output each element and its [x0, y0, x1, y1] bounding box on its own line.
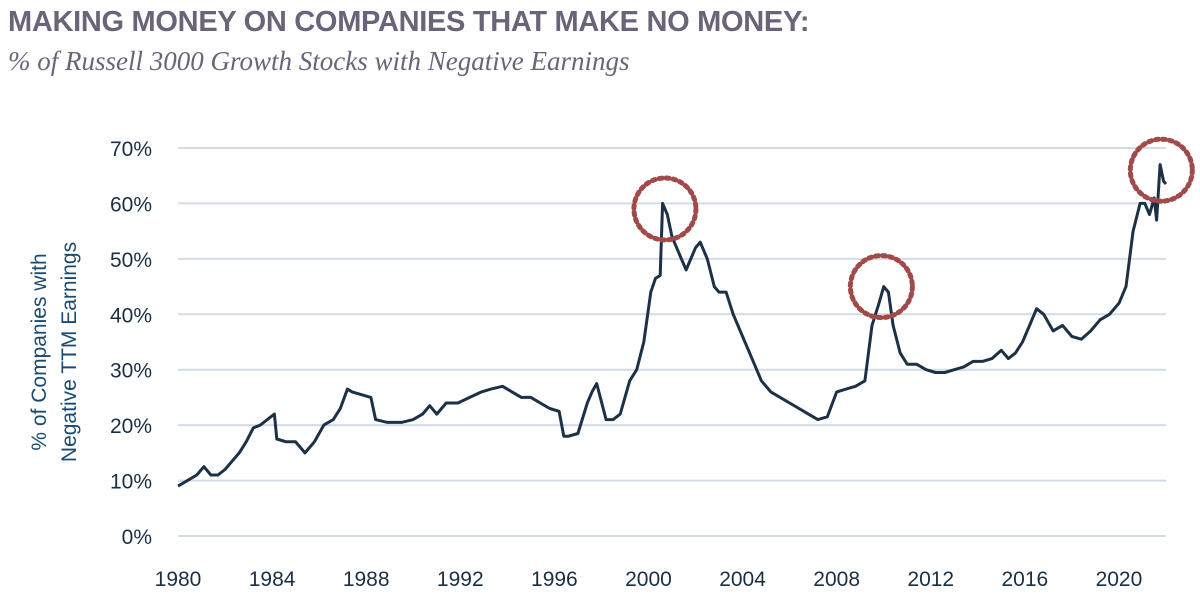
x-tick-label: 2004 — [719, 568, 766, 591]
y-tick-label: 70% — [110, 138, 152, 161]
series-line — [177, 163, 1168, 488]
y-tick-label: 40% — [110, 304, 152, 327]
y-tick-label: 0% — [122, 526, 152, 549]
highlight-circle — [847, 253, 915, 321]
chart-subtitle: % of Russell 3000 Growth Stocks with Neg… — [8, 46, 630, 76]
y-tick-labels: 0% 10% 20% 30% 40% 50% 60% 70% — [110, 138, 152, 549]
chart-title: MAKING MONEY ON COMPANIES THAT MAKE NO M… — [8, 6, 810, 38]
highlight-circle — [1127, 136, 1195, 204]
x-tick-label: 1988 — [343, 568, 390, 591]
y-tick-label: 30% — [110, 360, 152, 383]
x-tick-label: 1996 — [531, 568, 578, 591]
y-tick-label: 50% — [110, 249, 152, 272]
x-tick-label: 1980 — [155, 568, 202, 591]
x-tick-label: 2016 — [1001, 568, 1048, 591]
highlight-circles — [631, 136, 1195, 321]
highlight-circle — [631, 175, 699, 243]
y-tick-label: 10% — [110, 471, 152, 494]
gridlines — [178, 147, 1166, 537]
x-tick-labels: 1980 1984 1988 1992 1996 2000 2004 2008 2012 2016… — [155, 568, 1143, 591]
x-tick-label: 2000 — [625, 568, 672, 591]
y-axis-label-line-1: % of Companies with — [28, 253, 51, 450]
y-axis-label-line-2: Negative TTM Earnings — [58, 242, 81, 462]
x-tick-label: 1984 — [249, 568, 296, 591]
x-tick-label: 2008 — [813, 568, 860, 591]
y-tick-label: 20% — [110, 415, 152, 438]
x-tick-label: 2012 — [907, 568, 954, 591]
x-tick-label: 2020 — [1096, 568, 1143, 591]
y-tick-label: 60% — [110, 193, 152, 216]
x-tick-label: 1992 — [437, 568, 484, 591]
